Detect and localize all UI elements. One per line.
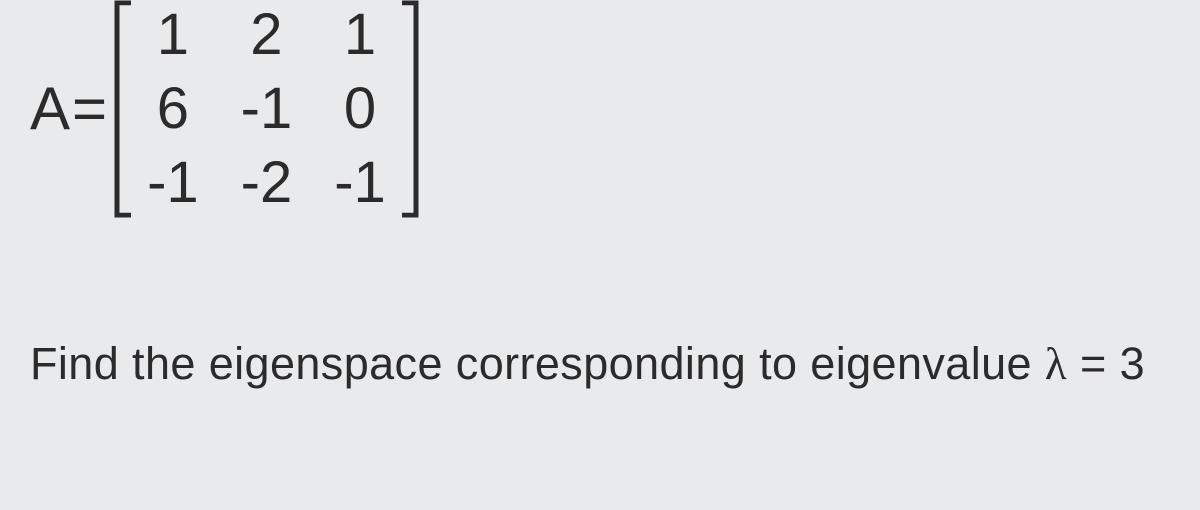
matrix-cell: -1 <box>241 80 293 138</box>
matrix-cell: 6 <box>147 80 199 138</box>
eigenvalue: 3 <box>1120 338 1145 389</box>
matrix-equation: A= 1 2 1 6 -1 0 -1 -2 -1 <box>30 0 1170 218</box>
matrix-brackets: 1 2 1 6 -1 0 -1 -2 -1 <box>113 0 420 218</box>
matrix-cell: -1 <box>147 154 199 212</box>
matrix-cell: -2 <box>241 154 293 212</box>
matrix-cell: 1 <box>147 6 199 64</box>
question-eq: = <box>1067 338 1119 389</box>
matrix-cell: 1 <box>334 6 386 64</box>
matrix-lhs: A= <box>30 79 109 139</box>
problem-page: A= 1 2 1 6 -1 0 -1 -2 -1 <box>0 0 1200 510</box>
matrix-cell: -1 <box>334 154 386 212</box>
lambda-symbol: λ <box>1045 339 1067 389</box>
question-prefix: Find the eigenspace corresponding to eig… <box>30 338 1045 389</box>
matrix-grid: 1 2 1 6 -1 0 -1 -2 -1 <box>133 0 400 218</box>
matrix-cell: 2 <box>241 6 293 64</box>
right-bracket-icon <box>400 0 420 218</box>
left-bracket-icon <box>113 0 133 218</box>
question-text: Find the eigenspace corresponding to eig… <box>30 338 1170 390</box>
matrix-cell: 0 <box>334 80 386 138</box>
